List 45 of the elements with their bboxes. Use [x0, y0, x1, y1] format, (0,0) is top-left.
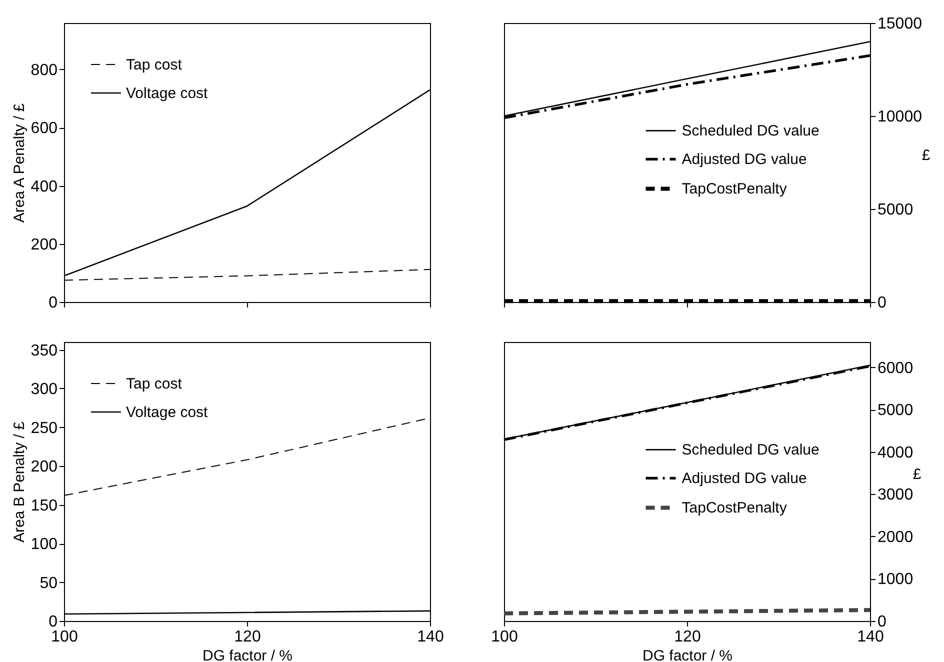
legend-label: Scheduled DG value: [682, 122, 820, 140]
y-tick-label: 600: [30, 120, 58, 138]
y-tick-label: 300: [30, 381, 58, 398]
y2-tick-label: 10000: [878, 108, 922, 126]
y-axis-title: Area A Penalty / £: [10, 102, 28, 223]
y-tick-label: 250: [30, 420, 58, 437]
y-tick-label: 0: [48, 294, 58, 312]
y2-tick-label: 0: [878, 294, 886, 312]
y-tick-label: 0: [48, 614, 58, 630]
y-tick-label: 50: [40, 574, 58, 592]
x-axis-title: DG factor / %: [202, 648, 293, 662]
x-tick-label: 140: [417, 628, 444, 646]
y2-tick-label: 5000: [878, 202, 914, 218]
y2-tick-label: 3000: [878, 486, 914, 504]
y-axis-title: Area B Penalty / £: [10, 420, 28, 542]
legend-label: Adjusted DG value: [682, 151, 807, 168]
legend-label: Adjusted DG value: [682, 470, 807, 488]
y-tick-label: 400: [30, 178, 58, 196]
y2-tick-label: 0: [878, 614, 886, 630]
y2-tick-label: 6000: [878, 360, 914, 377]
y-tick-label: 350: [30, 342, 58, 360]
legend-label: Scheduled DG value: [682, 442, 820, 459]
x-tick-label: 140: [857, 628, 884, 646]
y-tick-label: 100: [30, 536, 58, 553]
legend-label: TapCostPenalty: [682, 180, 788, 198]
x-axis-title: DG factor / %: [642, 648, 733, 662]
legend-label: Tap cost: [126, 376, 183, 392]
x-tick-label: 120: [234, 628, 261, 646]
y2-tick-label: 5000: [878, 402, 914, 420]
legend-label: Tap cost: [126, 56, 183, 74]
y-tick-label: 150: [30, 497, 58, 514]
legend-label: TapCostPenalty: [682, 500, 788, 517]
x-tick-label: 100: [491, 628, 518, 646]
y2-tick-label: 1000: [878, 571, 914, 588]
x-tick-label: 120: [674, 628, 701, 646]
y2-tick-label: 2000: [878, 528, 914, 546]
y2-axis-title: £: [922, 147, 931, 164]
y-tick-label: 200: [30, 236, 58, 254]
y2-tick-label: 15000: [878, 16, 922, 32]
y-tick-label: 800: [30, 62, 58, 79]
y2-tick-label: 4000: [878, 444, 914, 462]
legend-label: Voltage cost: [126, 85, 209, 102]
legend-label: Voltage cost: [126, 404, 209, 421]
y-tick-label: 200: [30, 458, 58, 476]
y2-axis-title: £: [912, 466, 922, 483]
